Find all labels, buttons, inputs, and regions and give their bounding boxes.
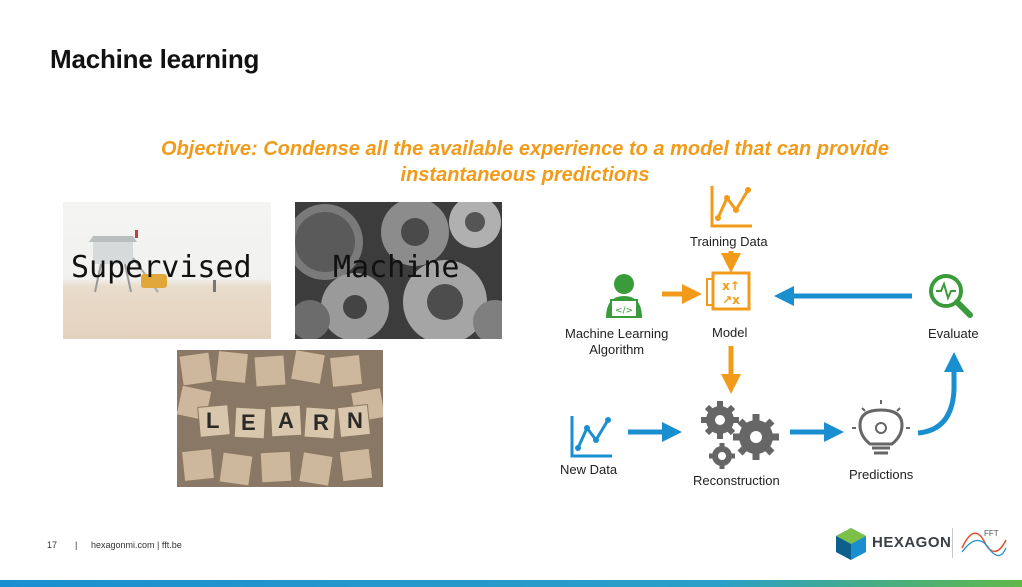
predictions-label: Predictions <box>849 467 914 482</box>
fft-logo-icon <box>961 532 1007 557</box>
predictions-lightbulb-icon <box>852 400 910 455</box>
model-label: Model <box>712 325 748 340</box>
arrow-predictions-to-evaluate <box>917 352 964 436</box>
wooden-tiles-illustration <box>177 350 383 487</box>
ml-algorithm-person-icon: </> <box>606 274 642 318</box>
evaluate-magnifier-icon <box>929 274 973 318</box>
new-data-chart-icon <box>570 416 612 458</box>
footer-site-links[interactable]: hexagonmi.com | fft.be <box>91 540 182 550</box>
svg-text:↗x: ↗x <box>722 293 740 307</box>
tile-letter-r: R <box>313 410 329 435</box>
bottom-accent-bar <box>0 580 1022 587</box>
hexagon-logo-icon <box>836 528 866 560</box>
beach-photo: Supervised <box>63 202 271 339</box>
learn-tiles-photo: L E A R N <box>177 350 383 487</box>
new-data-label: New Data <box>560 462 618 477</box>
lifeguard-tower-illustration <box>89 230 216 293</box>
ml-algorithm-label: Machine Learning Algorithm <box>565 326 668 358</box>
svg-text:x↑: x↑ <box>722 279 740 293</box>
reconstruction-label: Reconstruction <box>693 473 780 488</box>
ml-algorithm-label-line1: Machine Learning <box>565 326 669 341</box>
training-data-label: Training Data <box>690 234 768 249</box>
fft-logo-text: FFT <box>984 529 999 538</box>
gears-illustration <box>295 202 502 339</box>
supervised-caption: Supervised <box>71 250 252 285</box>
gears-photo: Machine <box>295 202 502 339</box>
machine-caption: Machine <box>333 250 460 285</box>
logo-divider <box>952 528 953 558</box>
footer-separator: | <box>75 540 78 550</box>
slide-title: Machine learning <box>50 44 260 74</box>
tile-letter-n: N <box>347 408 363 433</box>
objective-line-1: Objective: Condense all the available ex… <box>160 138 889 160</box>
evaluate-label: Evaluate <box>928 326 979 341</box>
hexagon-brand-text: HEXAGON <box>872 534 952 551</box>
tile-letter-e: E <box>241 410 256 435</box>
tile-letter-l: L <box>206 408 220 433</box>
training-data-chart-icon <box>710 186 752 228</box>
tile-letter-a: A <box>278 408 294 433</box>
objective-line-2: instantaneous predictions <box>400 164 650 186</box>
ml-algorithm-label-line2: Algorithm <box>589 342 645 357</box>
model-icon: x↑ ↗x <box>706 271 751 311</box>
page-number: 17 <box>47 540 58 550</box>
objective-text: Objective: Condense all the available ex… <box>100 136 950 188</box>
svg-text:</>: </> <box>615 306 633 316</box>
reconstruction-gears-icon <box>701 401 779 469</box>
